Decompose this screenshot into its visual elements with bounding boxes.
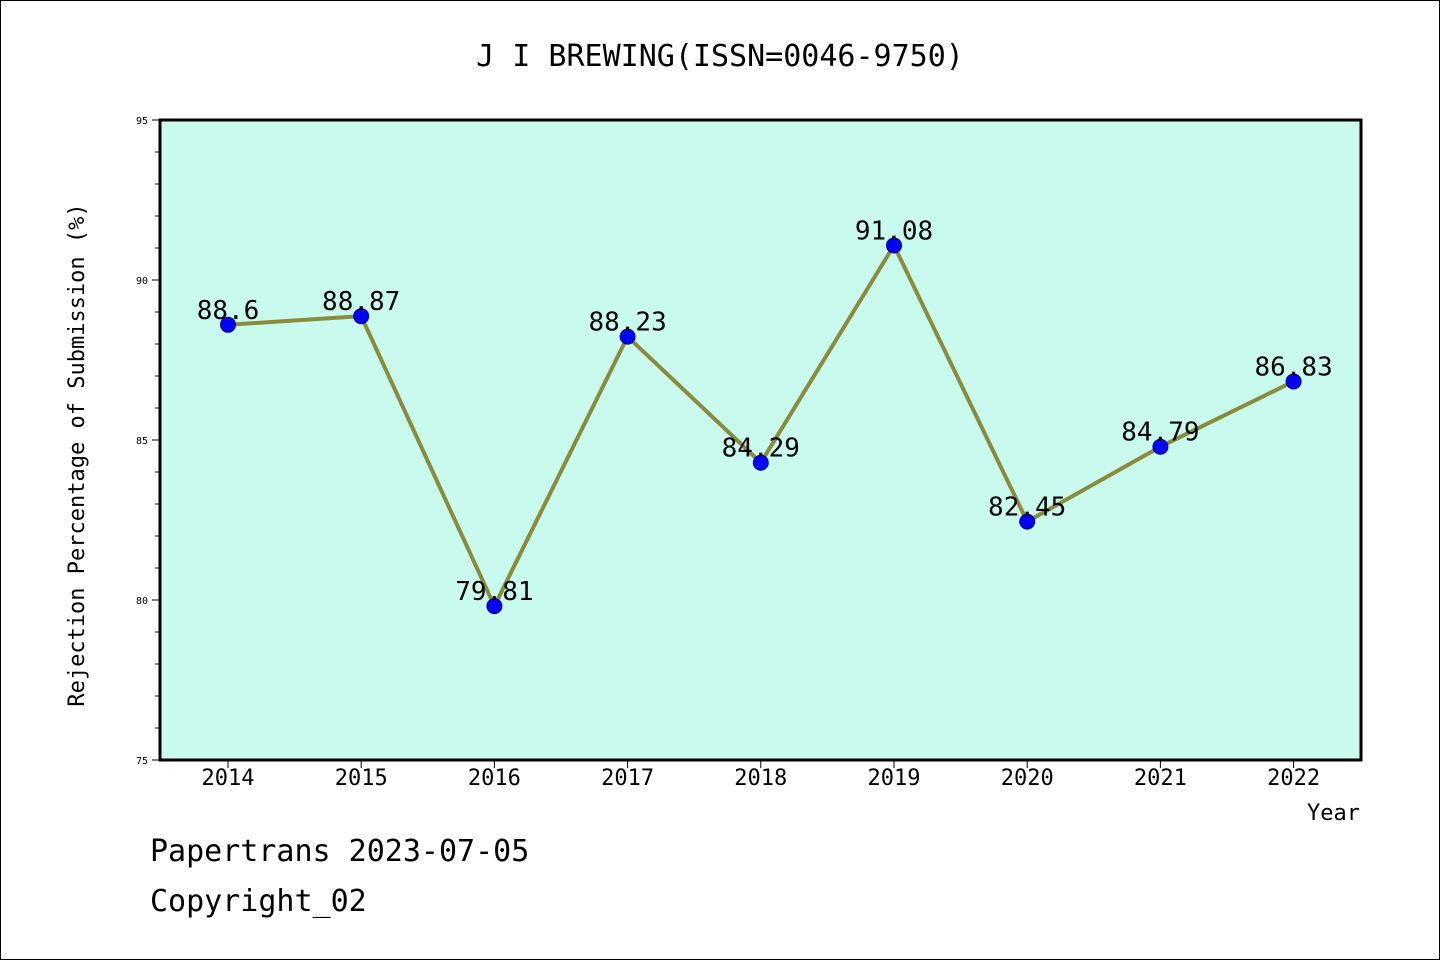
x-tick-label: 2017	[601, 766, 654, 791]
x-axis-ticks: 2014 2015 2016 2017 2018 2019 2020 2021 2022	[202, 760, 1320, 791]
data-point	[619, 328, 636, 345]
y-axis-label: Rejection Percentage of Submission (%)	[65, 203, 90, 706]
data-point	[886, 237, 902, 254]
y-axis-ticks: 75 80 85 90 95	[136, 116, 160, 767]
footer-date: Papertrans 2023-07-05	[150, 834, 530, 869]
x-tick-label: 2018	[734, 766, 787, 791]
x-tick-label: 2015	[335, 766, 388, 791]
data-label: 82.45	[988, 493, 1066, 523]
data-label: 86.83	[1254, 352, 1332, 382]
data-label: 79.81	[455, 577, 533, 607]
data-point	[220, 316, 236, 333]
data-point	[1152, 438, 1169, 455]
data-labels: 88.6 88.87 79.81 88.23 84.29 91.08 82.45 84.79 8…	[197, 216, 1333, 607]
data-label: 88.23	[588, 308, 666, 338]
x-tick-label: 2021	[1134, 766, 1187, 791]
data-point	[486, 598, 503, 615]
data-points	[220, 237, 1302, 615]
data-label: 91.08	[855, 216, 933, 246]
data-point	[752, 454, 769, 471]
plot-border	[158, 118, 1363, 762]
data-label: 88.6	[197, 296, 260, 326]
data-label: 84.29	[722, 434, 800, 464]
y-tick-label: 75	[136, 756, 148, 767]
data-point	[1285, 373, 1302, 390]
footer-copyright: Copyright_02	[150, 884, 367, 919]
y-tick-label: 85	[136, 436, 148, 447]
x-tick-label: 2019	[868, 766, 921, 791]
x-tick-label: 2022	[1267, 766, 1320, 791]
data-label: 88.87	[322, 287, 400, 317]
chart-title: J I BREWING(ISSN=0046-9750)	[476, 39, 964, 74]
x-axis-label: Year	[1307, 801, 1360, 826]
y-tick-label: 95	[136, 116, 148, 127]
x-tick-label: 2014	[202, 766, 255, 791]
data-label: 84.79	[1121, 418, 1199, 448]
data-point	[353, 308, 370, 325]
y-tick-label: 90	[136, 276, 148, 287]
x-tick-label: 2020	[1001, 766, 1054, 791]
x-tick-label: 2016	[468, 766, 521, 791]
y-tick-label: 80	[136, 596, 148, 607]
data-point	[1019, 513, 1036, 530]
